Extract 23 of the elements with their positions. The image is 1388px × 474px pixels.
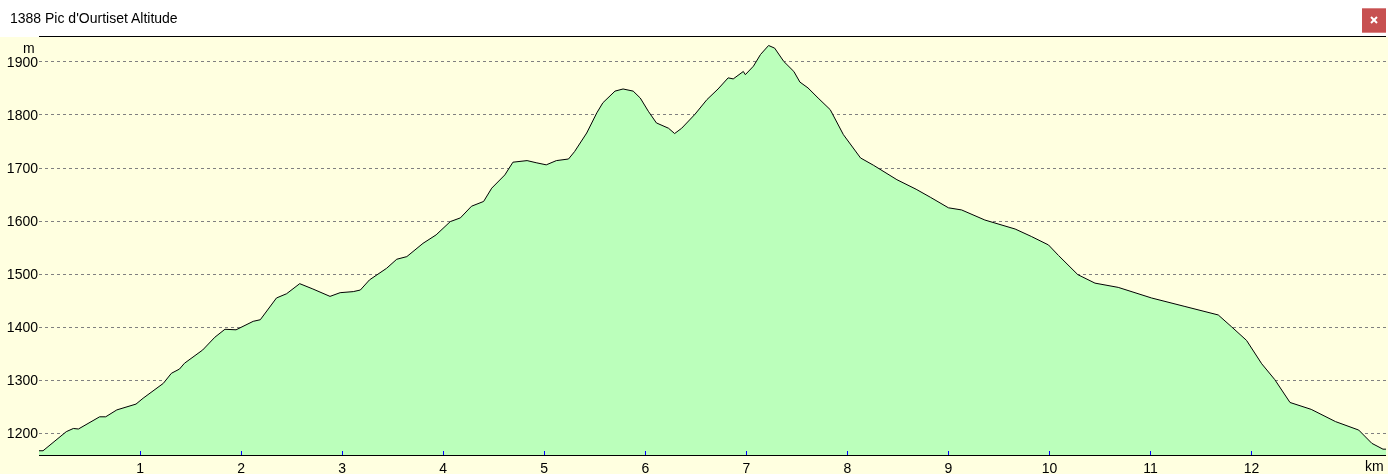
x-tick-label: 8 [843,459,852,474]
y-tick-label: 1600 [6,212,39,229]
x-tick-label: 5 [540,459,549,474]
x-tick-label: 2 [237,459,246,474]
x-tick-label: 10 [1041,459,1058,474]
y-tick-label: 1900 [6,53,39,70]
y-tick-label: 1200 [6,425,39,442]
x-tick-label: 9 [944,459,953,474]
x-axis-title: km [1365,458,1384,474]
x-tick-label: 3 [338,459,347,474]
x-tick-label: 4 [439,459,448,474]
y-tick-label: 1800 [6,106,39,123]
x-tick-label: 6 [641,459,650,474]
x-tick-label: 12 [1243,459,1260,474]
y-axis-title: m [23,40,35,56]
y-tick-label: 1300 [6,372,39,389]
x-tick-label: 1 [136,459,145,474]
chart-title: 1388 Pic d'Ourtiset Altitude [10,9,178,26]
x-tick-label: 11 [1143,459,1159,474]
y-tick-label: 1400 [6,319,39,336]
y-tick-label: 1700 [6,159,39,176]
y-tick-label: 1500 [6,266,39,283]
x-tick-label: 7 [742,459,751,474]
